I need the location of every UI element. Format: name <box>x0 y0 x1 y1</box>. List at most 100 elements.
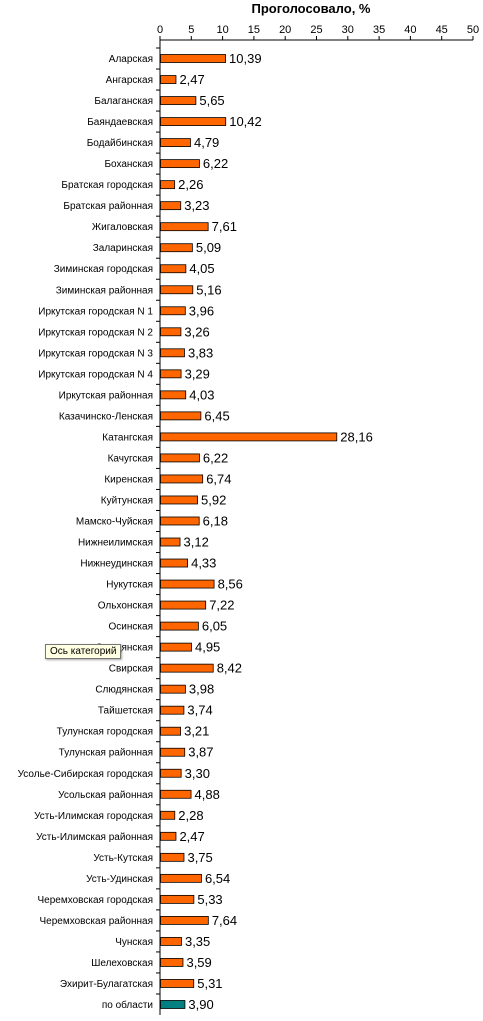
category-label: Боханская <box>104 159 153 170</box>
bar <box>160 432 338 442</box>
category-label: Эхирит-Булагатская <box>60 979 153 990</box>
bar <box>160 306 186 316</box>
bar <box>160 180 176 190</box>
value-label: 3,35 <box>185 934 210 949</box>
x-tick-label: 0 <box>157 24 163 36</box>
category-label: Усольская районная <box>58 790 153 801</box>
value-label: 3,90 <box>188 997 213 1012</box>
bar <box>160 1000 186 1009</box>
value-label: 3,74 <box>187 703 212 718</box>
x-tick-label: 30 <box>342 24 354 36</box>
bar <box>160 937 182 946</box>
category-label: Усть-Илимская районная <box>36 832 153 843</box>
category-label: Чунская <box>115 937 153 948</box>
value-label: 4,95 <box>195 640 220 655</box>
value-label: 5,33 <box>197 892 222 907</box>
x-tick-label: 5 <box>188 24 194 36</box>
category-label: Баяндаевская <box>87 117 153 128</box>
category-label: Мамско-Чуйская <box>76 516 153 527</box>
value-labels: 10,392,475,6510,424,796,222,263,237,615,… <box>178 51 373 1012</box>
value-label: 3,30 <box>185 766 210 781</box>
bar <box>160 642 192 652</box>
bar <box>160 138 191 147</box>
value-label: 10,42 <box>229 114 262 129</box>
value-label: 3,75 <box>187 850 212 865</box>
bar <box>160 54 226 63</box>
bar <box>160 285 194 295</box>
category-label: Жигаловская <box>92 222 153 233</box>
value-label: 4,88 <box>195 787 220 802</box>
category-label: Иркутская районная <box>59 390 153 401</box>
bar <box>160 916 209 925</box>
bar <box>160 579 215 589</box>
category-label: Шелеховская <box>91 958 153 969</box>
category-label: Киренская <box>104 474 153 485</box>
x-tick-label: 25 <box>310 24 322 36</box>
value-label: 2,47 <box>179 829 204 844</box>
bar <box>160 810 176 820</box>
category-label: Катангская <box>102 432 153 443</box>
x-tick-label: 45 <box>436 24 448 36</box>
bar <box>160 201 182 211</box>
value-label: 28,16 <box>340 429 373 444</box>
value-label: 6,54 <box>205 871 230 886</box>
bar <box>160 516 200 526</box>
x-tick-label: 10 <box>216 24 228 36</box>
bar <box>160 159 200 169</box>
bar <box>160 789 192 799</box>
bar <box>160 768 182 778</box>
category-label: Ольхонская <box>98 601 153 612</box>
value-label: 4,05 <box>189 261 214 276</box>
category-label: Нижнеилимская <box>78 538 153 549</box>
bar <box>160 663 214 673</box>
bar <box>160 75 177 84</box>
category-label: Усть-Илимская городская <box>34 811 153 822</box>
category-label: Свирская <box>109 664 153 675</box>
value-label: 7,22 <box>209 598 234 613</box>
bar <box>160 243 193 253</box>
category-label: Зиминская районная <box>56 285 153 296</box>
value-label: 3,29 <box>185 366 210 381</box>
bar <box>160 495 198 505</box>
category-label: Иркутская городская N 2 <box>38 327 153 338</box>
bar <box>160 705 185 715</box>
bar <box>160 894 195 904</box>
value-label: 6,22 <box>203 156 228 171</box>
category-label: Аларская <box>109 54 153 65</box>
value-label: 6,45 <box>204 408 229 423</box>
category-axis[interactable]: Аларская Ангарская Балаганская Баяндаевская… <box>18 40 161 1015</box>
category-label: Осинская <box>109 622 153 633</box>
category-label: Тулунская районная <box>59 748 153 759</box>
category-label: Слюдянская <box>95 685 153 696</box>
category-label: Братская районная <box>63 201 153 212</box>
bar <box>160 390 187 400</box>
category-label: Тулунская городская <box>57 727 153 738</box>
value-label: 3,87 <box>188 745 213 760</box>
value-label: 6,18 <box>203 513 228 528</box>
bar <box>160 558 189 568</box>
bar <box>160 474 204 484</box>
value-label: 3,98 <box>189 682 214 697</box>
category-label: Усть-Удинская <box>86 874 153 885</box>
x-tick-label: 20 <box>279 24 291 36</box>
category-label: Черемховская городская <box>37 895 153 906</box>
bar <box>160 117 227 126</box>
category-label: Черемховская районная <box>39 916 153 927</box>
bar <box>160 747 186 757</box>
bar <box>160 96 197 105</box>
bar <box>160 979 195 988</box>
category-label: Нижнеудинская <box>80 559 153 570</box>
category-label: Иркутская городская N 1 <box>38 306 153 317</box>
value-label: 4,03 <box>189 387 214 402</box>
bar <box>160 453 200 463</box>
value-label: 5,31 <box>197 976 222 991</box>
bar <box>160 873 202 883</box>
value-label: 3,21 <box>184 724 209 739</box>
bar <box>160 726 181 736</box>
value-label: 2,26 <box>178 177 203 192</box>
chart-title: Проголосовало, % <box>252 1 371 16</box>
bars <box>160 54 338 1009</box>
value-label: 8,42 <box>217 661 242 676</box>
value-label: 5,65 <box>199 93 224 108</box>
